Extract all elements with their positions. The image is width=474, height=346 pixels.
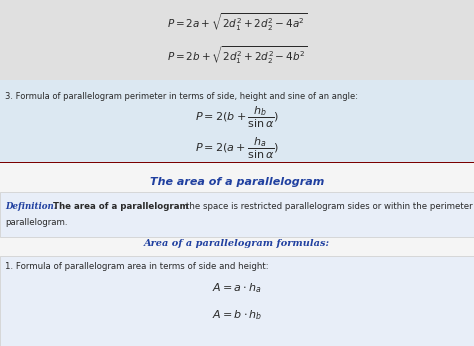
Text: Area of a parallelogram formulas:: Area of a parallelogram formulas: [144, 239, 330, 248]
Text: $P = 2(a + \dfrac{h_a}{\sin\alpha})$: $P = 2(a + \dfrac{h_a}{\sin\alpha})$ [195, 135, 279, 161]
Text: The area of a parallelogram: The area of a parallelogram [53, 202, 189, 211]
Text: Definition.: Definition. [5, 202, 57, 211]
Text: the space is restricted parallelogram sides or within the perimeter of a: the space is restricted parallelogram si… [186, 202, 474, 211]
Text: $A = b \cdot h_b$: $A = b \cdot h_b$ [212, 308, 262, 322]
Text: $P = 2a + \sqrt{2d_1^2 + 2d_2^2 - 4a^2}$: $P = 2a + \sqrt{2d_1^2 + 2d_2^2 - 4a^2}$ [167, 11, 307, 33]
Text: 3. Formula of parallelogram perimeter in terms of side, height and sine of an an: 3. Formula of parallelogram perimeter in… [5, 92, 358, 101]
Text: The area of a parallelogram: The area of a parallelogram [150, 177, 324, 187]
Text: parallelogram.: parallelogram. [5, 218, 67, 227]
Text: $A = a \cdot h_a$: $A = a \cdot h_a$ [212, 281, 262, 295]
Text: 1. Formula of parallelogram area in terms of side and height:: 1. Formula of parallelogram area in term… [5, 262, 269, 271]
Text: $P = 2b + \sqrt{2d_1^2 + 2d_2^2 - 4b^2}$: $P = 2b + \sqrt{2d_1^2 + 2d_2^2 - 4b^2}$ [166, 44, 308, 66]
Text: $P = 2(b + \dfrac{h_b}{\sin\alpha})$: $P = 2(b + \dfrac{h_b}{\sin\alpha})$ [195, 104, 279, 130]
